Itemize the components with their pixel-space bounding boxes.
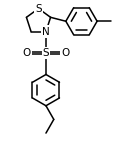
Text: O: O bbox=[61, 48, 70, 58]
Text: O: O bbox=[22, 48, 31, 58]
Text: S: S bbox=[35, 4, 42, 14]
Text: S: S bbox=[43, 48, 49, 58]
Text: N: N bbox=[42, 26, 50, 36]
